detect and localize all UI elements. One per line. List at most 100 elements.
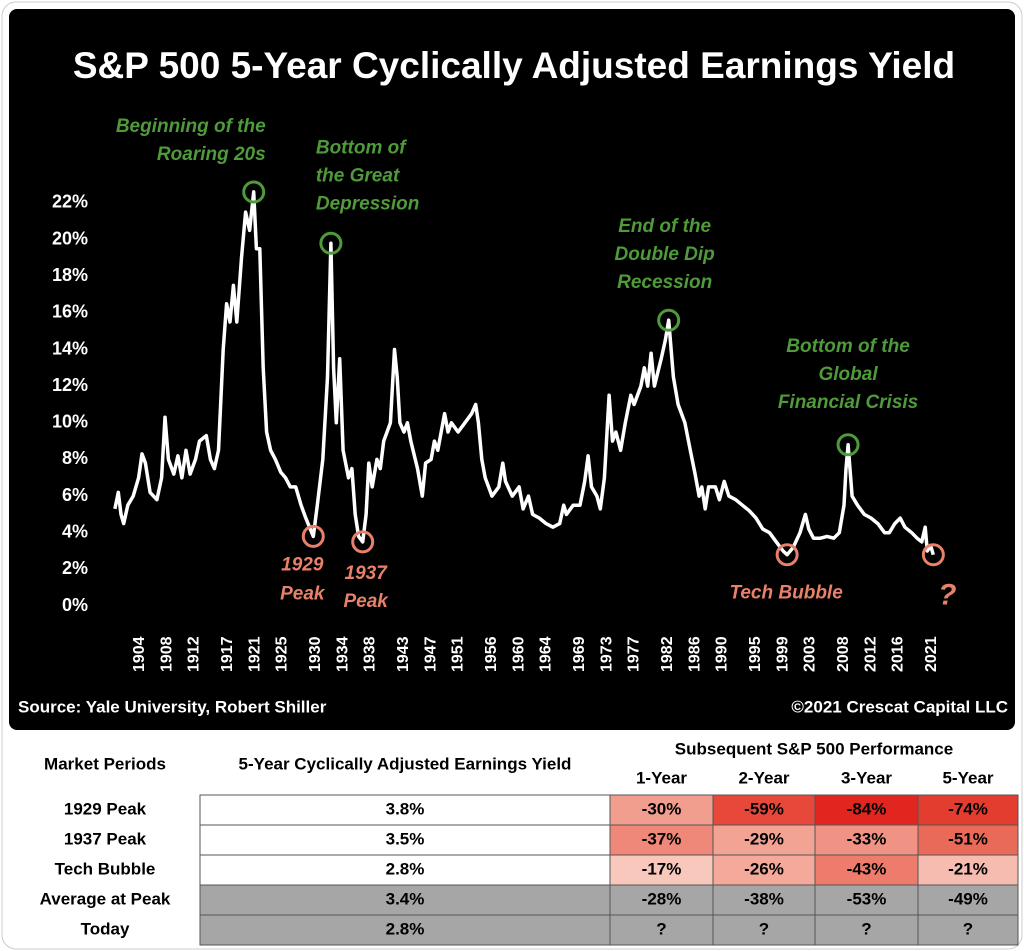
- x-tick-label: 1934: [334, 636, 351, 672]
- annotation-marker: [242, 180, 266, 204]
- annotation-marker: [836, 433, 860, 457]
- x-tick-label: 2012: [862, 636, 879, 672]
- cell: [712, 794, 816, 826]
- y-tick-label: 22%: [52, 192, 88, 212]
- cell: [199, 884, 611, 916]
- table-header: Market Periods: [44, 754, 166, 773]
- y-tick-label: 10%: [52, 412, 88, 432]
- line: [113, 190, 935, 557]
- annotation-marker: [301, 524, 325, 548]
- cell: [814, 824, 919, 856]
- annotation-text: Bottom of: [316, 137, 407, 158]
- cell-text: -59%: [744, 799, 784, 818]
- x-tick-label: 1912: [185, 636, 202, 672]
- cell-text: 2.8%: [386, 919, 425, 938]
- y-tick-label: 2%: [62, 558, 88, 578]
- x-tick-label: 1969: [571, 636, 588, 672]
- cell-text: -30%: [642, 799, 682, 818]
- x-tick-label: 1956: [483, 636, 500, 672]
- cell-text: -33%: [847, 829, 887, 848]
- cell-text: ?: [656, 919, 666, 938]
- cell-text: -21%: [948, 859, 988, 878]
- x-tick-label: 1947: [422, 636, 439, 672]
- x-tick-label: 1977: [625, 636, 642, 672]
- x-tick-label: 1973: [598, 636, 615, 672]
- annotation-marker: [351, 530, 375, 554]
- cell-text: -37%: [642, 829, 682, 848]
- row-label: Average at Peak: [40, 889, 171, 908]
- annotation-text: Bottom of the: [786, 336, 910, 357]
- row-label: 1937 Peak: [64, 829, 147, 848]
- cell: [917, 854, 1019, 886]
- table-subheader: 3-Year: [841, 768, 892, 787]
- chart-background: [9, 9, 1015, 730]
- source: Source: Yale University, Robert Shiller: [18, 697, 327, 716]
- x-tick-label: 2021: [923, 636, 940, 672]
- x-tick-label: 1938: [361, 636, 378, 672]
- cell-text: 3.4%: [386, 889, 425, 908]
- cell-text: 3.8%: [386, 799, 425, 818]
- x-tick-label: 1999: [774, 636, 791, 672]
- x-tick-label: 1990: [713, 636, 730, 672]
- annotation-text: the Great: [316, 165, 400, 186]
- y-tick-label: 14%: [52, 338, 88, 358]
- annotation-text: Roaring 20s: [157, 144, 266, 165]
- cell-text: -53%: [847, 889, 887, 908]
- annotation-text: Tech Bubble: [729, 583, 843, 604]
- x-tick-label: 1943: [395, 636, 412, 672]
- annotation-marker: [775, 543, 799, 567]
- x-tick-label: 1921: [246, 636, 263, 672]
- annotation-marker: [657, 308, 681, 332]
- cell-text: -43%: [847, 859, 887, 878]
- y-tick-label: 20%: [52, 228, 88, 248]
- annotation-text: Recession: [617, 272, 712, 293]
- cell-text: ?: [861, 919, 871, 938]
- y-tick-label: 18%: [52, 265, 88, 285]
- annotation-text: End of the: [618, 216, 711, 237]
- x-tick-label: 1904: [131, 636, 148, 672]
- cell-text: ?: [759, 919, 769, 938]
- annotation-marker: [921, 543, 945, 567]
- cell-text: -51%: [948, 829, 988, 848]
- cell: [814, 884, 919, 916]
- x-tick-label: 1917: [219, 636, 236, 672]
- x-tick-label: 2003: [801, 636, 818, 672]
- x-tick-label: 2016: [889, 636, 906, 672]
- cell-text: -28%: [642, 889, 682, 908]
- cell-text: 2.8%: [386, 859, 425, 878]
- table-header: Subsequent S&P 500 Performance: [675, 739, 953, 758]
- x-tick-label: 1995: [747, 636, 764, 672]
- cell-text: -29%: [744, 829, 784, 848]
- x-tick-label: 1925: [273, 636, 290, 672]
- y-tick-label: 0%: [62, 595, 88, 615]
- copyright: ©2021 Crescat Capital LLC: [791, 697, 1008, 716]
- annotation-text: Beginning of the: [116, 116, 266, 137]
- cell-text: -49%: [948, 889, 988, 908]
- x-tick-label: 1986: [686, 636, 703, 672]
- annotation-text: Global: [818, 364, 878, 385]
- table-subheader: 1-Year: [636, 768, 687, 787]
- cell: [712, 914, 816, 946]
- cell-text: -26%: [744, 859, 784, 878]
- cell: [917, 914, 1019, 946]
- x-tick-label: 1930: [307, 636, 324, 672]
- x-tick-label: 2008: [835, 636, 852, 672]
- annotation-marker: [319, 231, 343, 255]
- table-subheader: 5-Year: [942, 768, 993, 787]
- cell: [199, 914, 611, 946]
- cell-text: -38%: [744, 889, 784, 908]
- y-tick-label: 12%: [52, 375, 88, 395]
- table-header: 5-Year Cyclically Adjusted Earnings Yiel…: [239, 754, 572, 773]
- y-tick-label: 6%: [62, 485, 88, 505]
- cell-text: ?: [963, 919, 973, 938]
- y-tick-label: 4%: [62, 521, 88, 541]
- annotation-text: Peak: [280, 583, 326, 604]
- annotation-text: Peak: [344, 591, 390, 612]
- x-tick-label: 1951: [449, 636, 466, 672]
- cell-text: 3.5%: [386, 829, 425, 848]
- cell-text: -17%: [642, 859, 682, 878]
- y-tick-label: 16%: [52, 302, 88, 322]
- x-tick-label: 1960: [510, 636, 527, 672]
- chart-title: S&P 500 5-Year Cyclically Adjusted Earni…: [73, 45, 955, 86]
